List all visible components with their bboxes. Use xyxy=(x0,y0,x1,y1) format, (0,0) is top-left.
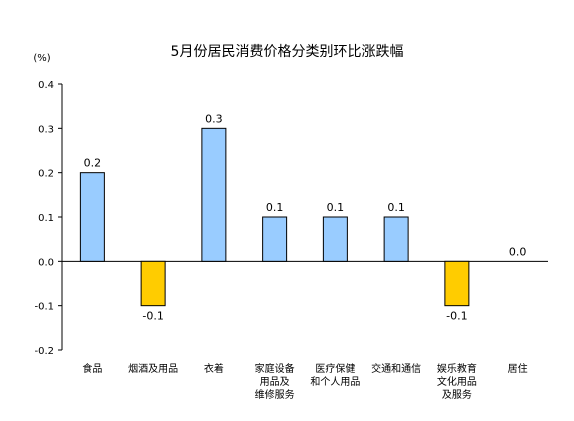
y-tick-label: 0.0 xyxy=(38,257,54,268)
axis-layer: 0.4 0.3 0.2 0.1 0.0 -0.1 -0.2 xyxy=(34,80,548,357)
data-label: -0.1 xyxy=(446,310,467,323)
category-label: 衣着 xyxy=(204,362,224,375)
bar xyxy=(79,172,105,262)
y-tick-label: 0.2 xyxy=(38,169,54,180)
bar xyxy=(383,216,409,262)
chart-title: 5月份居民消费价格分类别环比涨跌幅 xyxy=(171,44,404,60)
data-label: -0.1 xyxy=(142,310,163,323)
data-label: 0.1 xyxy=(387,201,405,214)
bar xyxy=(444,260,470,307)
bars-layer xyxy=(79,127,470,307)
data-label: 0.0 xyxy=(509,245,527,258)
y-tick-label: -0.1 xyxy=(34,302,54,313)
category-label: 居住 xyxy=(508,362,528,375)
category-label: 交通和通信 xyxy=(371,362,421,375)
bar xyxy=(322,216,348,262)
data-label: 0.1 xyxy=(266,201,284,214)
y-tick-label: 0.4 xyxy=(38,80,54,91)
data-label: 0.1 xyxy=(327,201,345,214)
bar xyxy=(140,260,166,307)
category-label: 医疗保健和个人用品 xyxy=(310,362,360,388)
category-label: 娱乐教育文化用品及服务 xyxy=(437,362,477,401)
bar xyxy=(201,127,227,262)
data-label: 0.2 xyxy=(84,157,102,170)
y-tick-label: -0.2 xyxy=(34,346,54,357)
bar xyxy=(262,216,288,262)
y-axis-unit-label: (%) xyxy=(33,53,50,64)
category-label: 家庭设备用品及维修服务 xyxy=(255,362,295,401)
y-tick-label: 0.3 xyxy=(38,124,54,135)
data-labels-layer: 0.2 -0.1 0.3 0.1 0.1 0.1 -0.1 0.0 xyxy=(84,112,527,322)
y-tick-label: 0.1 xyxy=(38,213,54,224)
category-label: 食品 xyxy=(82,362,102,375)
category-label: 烟酒及用品 xyxy=(128,362,178,375)
data-label: 0.3 xyxy=(205,112,223,125)
